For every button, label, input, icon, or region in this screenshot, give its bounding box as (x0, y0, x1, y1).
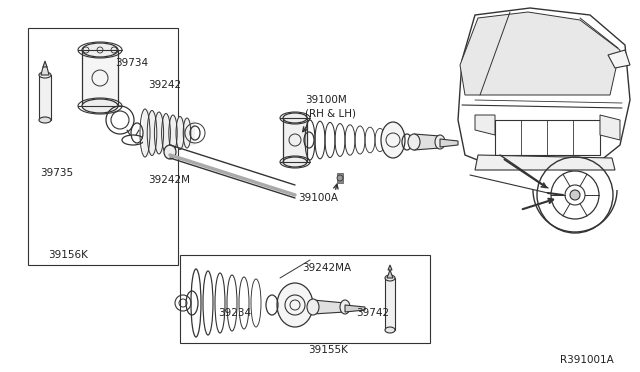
Text: 39742: 39742 (356, 308, 389, 318)
Polygon shape (387, 270, 393, 278)
Ellipse shape (283, 157, 307, 167)
Polygon shape (475, 115, 495, 135)
Polygon shape (600, 115, 620, 140)
Text: 39100M: 39100M (305, 95, 347, 105)
Polygon shape (345, 305, 365, 312)
Polygon shape (39, 75, 51, 120)
Text: 39242MA: 39242MA (302, 263, 351, 273)
Polygon shape (460, 12, 620, 95)
Ellipse shape (39, 72, 51, 78)
Text: 39155K: 39155K (308, 345, 348, 355)
Ellipse shape (340, 300, 350, 314)
Polygon shape (43, 61, 47, 67)
Ellipse shape (408, 134, 420, 150)
Ellipse shape (435, 135, 445, 149)
Ellipse shape (570, 190, 580, 200)
Ellipse shape (385, 275, 395, 281)
Polygon shape (41, 63, 49, 75)
Ellipse shape (164, 145, 176, 159)
Text: 39242: 39242 (148, 80, 181, 90)
Polygon shape (388, 265, 392, 270)
Ellipse shape (39, 117, 51, 123)
Polygon shape (143, 109, 195, 157)
Bar (495, 120, 600, 155)
Ellipse shape (385, 327, 395, 333)
Ellipse shape (82, 43, 118, 57)
Ellipse shape (337, 175, 343, 181)
Polygon shape (313, 300, 345, 314)
Ellipse shape (307, 299, 319, 315)
Polygon shape (337, 173, 343, 183)
Text: 39100A: 39100A (298, 193, 338, 203)
Ellipse shape (277, 283, 313, 327)
Bar (28, 28, 178, 265)
Polygon shape (414, 134, 440, 150)
Text: 39156K: 39156K (48, 250, 88, 260)
Text: (RH & LH): (RH & LH) (305, 108, 356, 118)
Polygon shape (82, 50, 118, 106)
Polygon shape (458, 8, 630, 170)
Text: 39735: 39735 (40, 168, 73, 178)
Polygon shape (283, 118, 307, 162)
Bar (180, 255, 430, 343)
Text: 39242M: 39242M (148, 175, 190, 185)
Text: 39734: 39734 (115, 58, 148, 68)
Polygon shape (475, 155, 615, 170)
Text: 39234: 39234 (218, 308, 251, 318)
Polygon shape (385, 278, 395, 330)
Ellipse shape (283, 113, 307, 123)
Ellipse shape (381, 122, 405, 158)
Polygon shape (608, 50, 630, 68)
Text: R391001A: R391001A (560, 355, 614, 365)
Ellipse shape (82, 99, 118, 113)
Polygon shape (440, 139, 458, 147)
